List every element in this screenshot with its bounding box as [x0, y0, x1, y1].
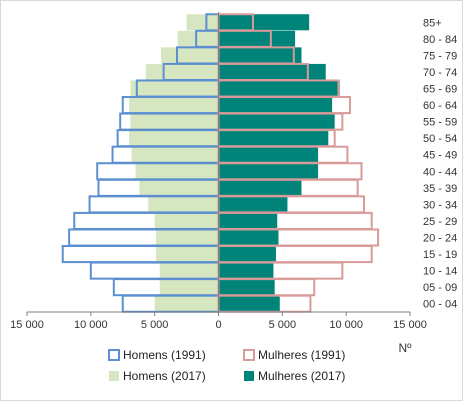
x-axis-label: Nº	[398, 341, 412, 355]
category-label-7: 50 - 54	[423, 133, 457, 145]
bar-homens-2017-16	[159, 279, 219, 296]
category-labels: 85+ 80 - 84 75 - 79 70 - 74 65 - 69 60 - 64 55…	[423, 17, 457, 310]
x-tick-label-1: 10 000	[74, 319, 108, 331]
bar-homens-2017-13	[155, 229, 219, 246]
category-label-12: 25 - 29	[423, 216, 457, 228]
bar-mulheres-2017-6	[218, 113, 335, 130]
bar-mulheres-2017-9	[218, 163, 319, 180]
x-tick-label-4: 5 000	[269, 319, 297, 331]
legend-label-3: Mulheres (2017)	[258, 369, 345, 383]
x-axis: 15 000 10 000 5 000 0 5 000 10 000 15 000	[10, 12, 427, 331]
x-tick-label-2: 5 000	[141, 319, 169, 331]
bar-homens-2017-3	[145, 63, 219, 80]
bar-homens-2017-0	[186, 14, 219, 31]
bar-homens-2017-15	[159, 262, 219, 279]
bar-mulheres-2017-16	[218, 279, 275, 296]
bar-homens-2017-8	[131, 146, 219, 163]
category-label-1: 80 - 84	[423, 34, 457, 46]
bar-mulheres-2017-1	[218, 30, 296, 47]
legend-label-0: Homens (1991)	[123, 348, 206, 362]
category-label-4: 65 - 69	[423, 84, 457, 96]
bar-homens-2017-4	[130, 80, 219, 97]
bar-mulheres-2017-8	[218, 146, 319, 163]
category-label-15: 10 - 14	[423, 266, 457, 278]
bar-homens-2017-1	[177, 30, 219, 47]
category-label-14: 15 - 19	[423, 249, 457, 261]
bar-mulheres-2017-17	[218, 295, 280, 312]
category-label-6: 55 - 59	[423, 117, 457, 129]
bar-mulheres-2017-4	[218, 80, 340, 97]
bar-mulheres-2017-15	[218, 262, 274, 279]
x-tick-label-3: 0	[215, 319, 221, 331]
category-label-9: 40 - 44	[423, 166, 457, 178]
bar-mulheres-2017-12	[218, 212, 278, 229]
x-tick-label-0: 15 000	[10, 319, 44, 331]
bar-mulheres-2017-5	[218, 97, 333, 114]
legend-label-2: Homens (2017)	[123, 369, 206, 383]
bar-mulheres-2017-0	[218, 14, 310, 31]
category-label-3: 70 - 74	[423, 67, 457, 79]
bar-homens-2017-17	[154, 295, 219, 312]
category-label-0: 85+	[423, 17, 442, 29]
bar-homens-2017-10	[139, 179, 219, 196]
bar-homens-2017-2	[161, 47, 219, 64]
legend-swatch-3	[244, 371, 254, 381]
category-label-13: 20 - 24	[423, 233, 457, 245]
bar-mulheres-2017-2	[218, 47, 302, 64]
legend-swatch-1	[243, 349, 255, 361]
bar-mulheres-2017-11	[218, 196, 288, 213]
category-label-17: 00 - 04	[423, 299, 457, 311]
bar-homens-2017-12	[154, 212, 219, 229]
legend-swatch-2	[109, 371, 119, 381]
category-label-2: 75 - 79	[423, 50, 457, 62]
x-tick-label-6: 15 000	[393, 319, 427, 331]
category-label-5: 60 - 64	[423, 100, 457, 112]
category-label-10: 35 - 39	[423, 183, 457, 195]
legend-label-1: Mulheres (1991)	[258, 348, 345, 362]
category-label-8: 45 - 49	[423, 150, 457, 162]
bars-layer	[61, 13, 380, 313]
legend-swatch-0	[108, 349, 120, 361]
category-label-16: 05 - 09	[423, 282, 457, 294]
legend: Homens (1991) Mulheres (1991) Homens (2017…	[108, 348, 345, 383]
bar-mulheres-2017-14	[218, 246, 276, 263]
bar-mulheres-2017-10	[218, 179, 302, 196]
bar-homens-2017-6	[130, 113, 219, 130]
bar-homens-2017-5	[129, 97, 219, 114]
bar-homens-2017-7	[129, 130, 219, 147]
bar-mulheres-2017-13	[218, 229, 279, 246]
bar-homens-2017-14	[155, 246, 219, 263]
bar-homens-2017-11	[148, 196, 219, 213]
bar-homens-2017-9	[135, 163, 219, 180]
category-label-11: 30 - 34	[423, 199, 457, 211]
bar-mulheres-2017-3	[218, 63, 326, 80]
x-tick-label-5: 10 000	[329, 319, 363, 331]
bar-mulheres-2017-7	[218, 130, 329, 147]
